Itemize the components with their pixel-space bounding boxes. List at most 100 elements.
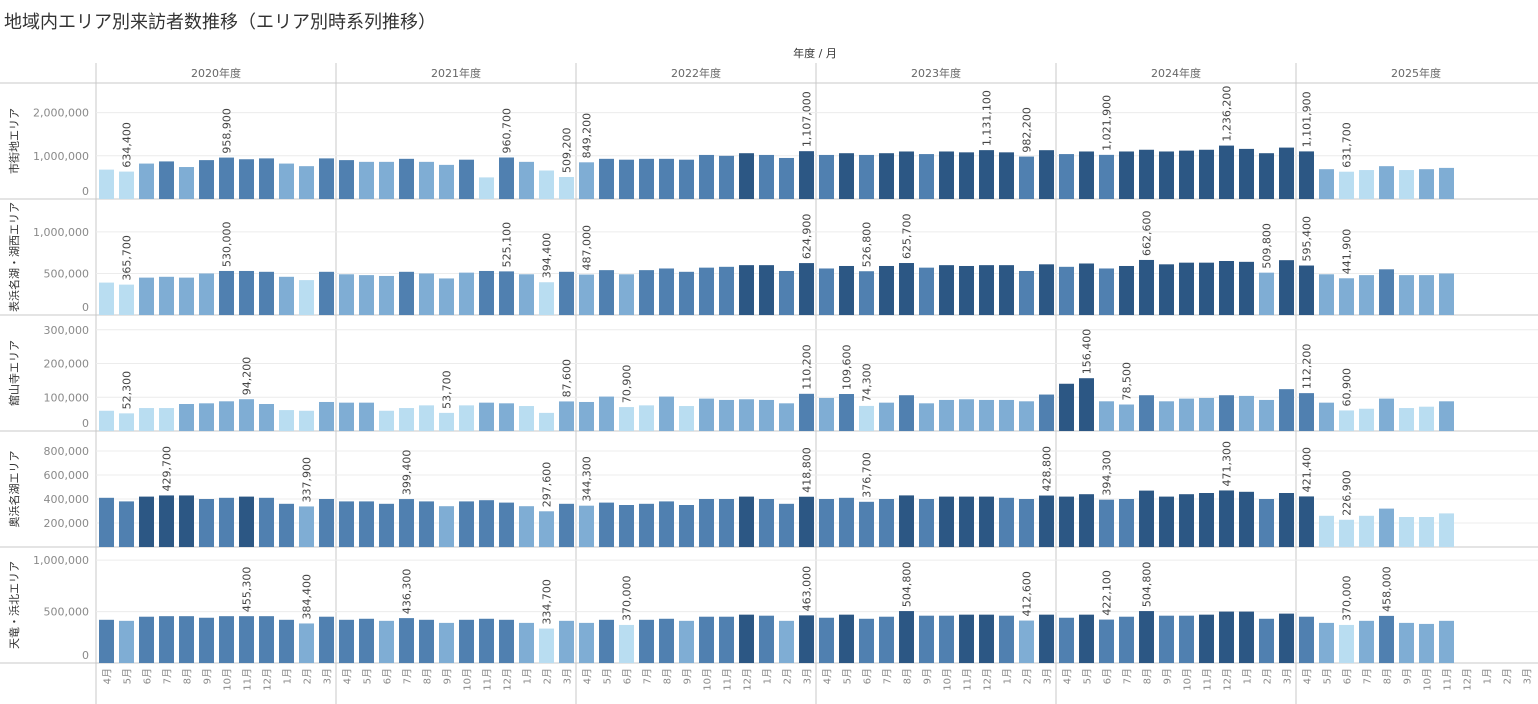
bar — [559, 177, 574, 199]
bar — [279, 410, 294, 431]
x-tick-label: 12月 — [742, 668, 754, 691]
bar — [399, 408, 414, 431]
bar — [839, 153, 854, 199]
x-tick-label: 2月 — [1022, 668, 1034, 684]
bar — [1059, 266, 1074, 315]
bar — [759, 154, 774, 199]
data-label: 526,800 — [861, 222, 874, 268]
y-tick-label: 200,000 — [44, 517, 90, 530]
bar — [1179, 398, 1194, 431]
bar — [619, 505, 634, 547]
bar — [359, 501, 374, 547]
bar — [659, 158, 674, 199]
bar — [899, 495, 914, 547]
bar — [1119, 265, 1134, 315]
bar — [1379, 166, 1394, 199]
bar — [679, 159, 694, 199]
row-label: 市街地エリア — [7, 108, 21, 174]
bar — [639, 503, 654, 547]
bar — [379, 410, 394, 431]
x-tick-label: 9月 — [442, 668, 454, 684]
x-tick-label: 6月 — [862, 668, 874, 684]
bar — [1259, 272, 1274, 315]
bar — [199, 273, 214, 315]
data-label: 376,700 — [861, 452, 874, 498]
bar — [679, 620, 694, 663]
bar — [499, 619, 514, 663]
data-label: 87,600 — [561, 359, 574, 398]
bar — [819, 154, 834, 199]
bar — [339, 160, 354, 199]
bar — [1079, 378, 1094, 431]
bar — [819, 617, 834, 663]
data-label: 78,500 — [1121, 362, 1134, 401]
bar — [1359, 408, 1374, 431]
data-label: 365,700 — [121, 235, 134, 281]
data-label: 394,400 — [541, 233, 554, 279]
bar — [479, 500, 494, 547]
y-tick-label: 0 — [82, 649, 89, 662]
bar — [199, 499, 214, 547]
y-tick-label: 300,000 — [44, 324, 90, 337]
x-tick-label: 3月 — [802, 668, 814, 684]
bar — [899, 151, 914, 199]
year-header-label: 2021年度 — [431, 66, 481, 80]
data-label: 982,200 — [1021, 107, 1034, 153]
bar — [919, 154, 934, 199]
data-label: 960,700 — [501, 108, 514, 154]
bar — [879, 153, 894, 199]
bar — [579, 401, 594, 431]
data-label: 1,236,200 — [1221, 86, 1234, 142]
data-label: 429,700 — [161, 446, 174, 492]
bar — [1159, 401, 1174, 431]
x-tick-label: 11月 — [1202, 668, 1214, 691]
bar — [559, 620, 574, 663]
y-tick-label: 200,000 — [44, 358, 90, 371]
bar — [299, 166, 314, 199]
bar — [779, 403, 794, 431]
bar — [539, 412, 554, 431]
bar — [179, 277, 194, 315]
bar — [239, 496, 254, 547]
bar — [619, 624, 634, 663]
data-label: 52,300 — [121, 371, 134, 410]
x-tick-label: 8月 — [182, 668, 194, 684]
data-label: 156,400 — [1081, 329, 1094, 375]
data-label: 525,100 — [501, 222, 514, 268]
x-tick-label: 9月 — [1402, 668, 1414, 684]
x-tick-label: 11月 — [482, 668, 494, 691]
year-header-label: 2025年度 — [1391, 66, 1441, 80]
bar — [979, 150, 994, 199]
year-header-label: 2020年度 — [191, 66, 241, 80]
x-tick-label: 7月 — [1362, 668, 1374, 684]
bar — [1279, 260, 1294, 315]
bar — [619, 407, 634, 431]
bar — [1339, 171, 1354, 199]
bar — [719, 155, 734, 199]
bar — [1259, 618, 1274, 663]
bar — [179, 495, 194, 547]
bar — [499, 403, 514, 431]
bar — [499, 271, 514, 315]
bar — [1079, 494, 1094, 547]
x-tick-label: 7月 — [1122, 668, 1134, 684]
bar — [1159, 151, 1174, 199]
x-tick-label: 6月 — [1102, 668, 1114, 684]
bar — [759, 399, 774, 431]
bar — [739, 153, 754, 199]
bar — [519, 161, 534, 199]
x-tick-label: 1月 — [1002, 668, 1014, 684]
bar — [1279, 389, 1294, 431]
data-label: 94,200 — [241, 357, 254, 396]
bar — [879, 616, 894, 663]
bar — [1419, 275, 1434, 315]
x-tick-label: 3月 — [1042, 668, 1054, 684]
x-tick-label: 5月 — [1082, 668, 1094, 684]
bar — [679, 505, 694, 547]
bar — [559, 503, 574, 547]
bar — [859, 154, 874, 199]
bar — [219, 497, 234, 547]
bar — [1219, 145, 1234, 199]
bar — [1139, 149, 1154, 199]
bar — [1079, 263, 1094, 315]
